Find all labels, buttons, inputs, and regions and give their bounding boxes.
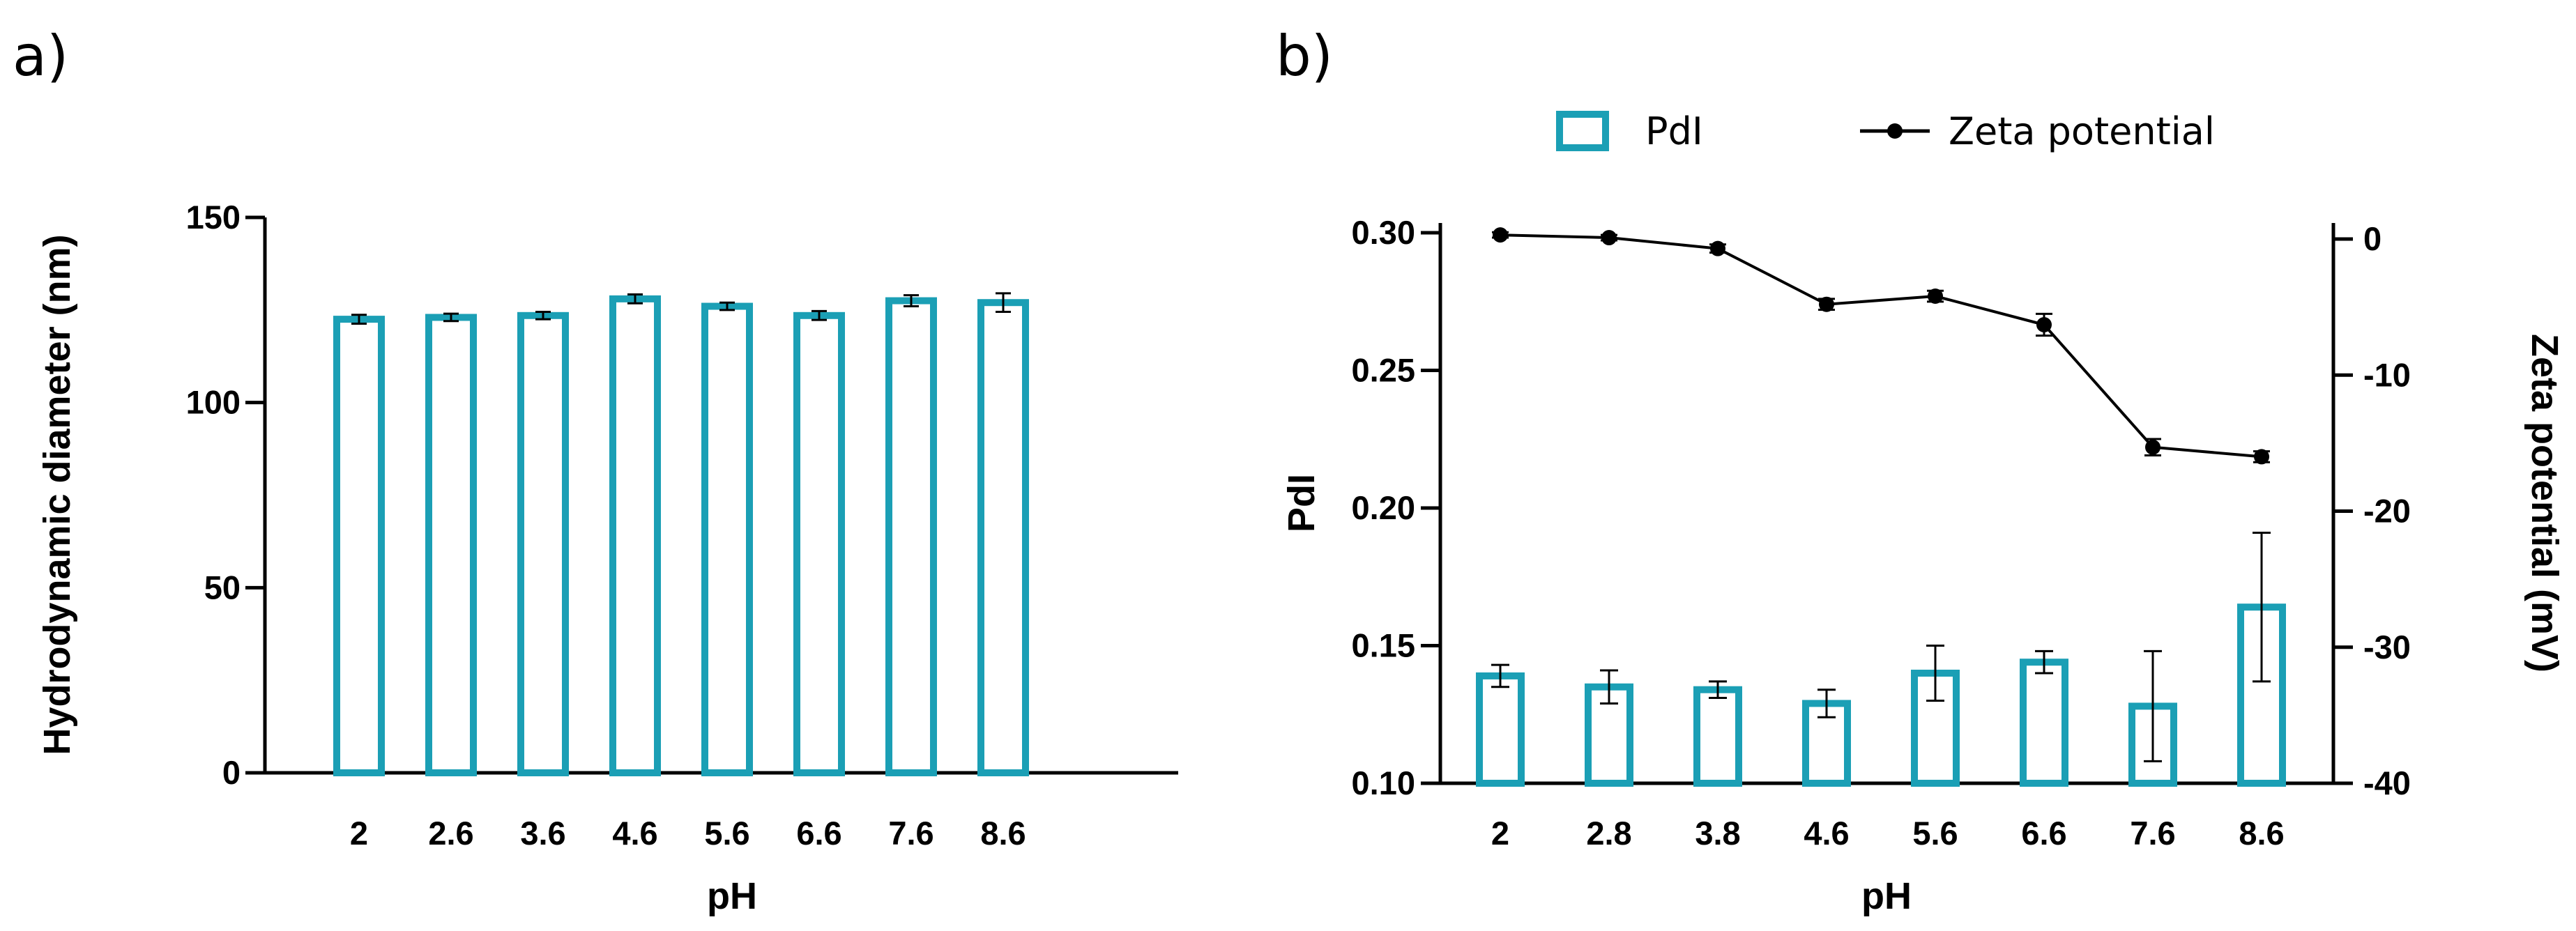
panel-a-x-tick-label: 3.6 bbox=[520, 815, 565, 852]
panel-a-x-tick-label: 7.6 bbox=[888, 815, 933, 852]
panel-b-zeta-series bbox=[1492, 227, 2270, 465]
panel-b-right-title: Zeta potential (mV) bbox=[2524, 334, 2566, 672]
panel-b: b) PdI Zeta potential pH PdI Zeta potent… bbox=[1276, 24, 2566, 917]
panel-b-zeta-point-7.6 bbox=[2145, 439, 2160, 455]
panel-a-bar-4.6 bbox=[609, 295, 661, 777]
panel-b-x-title: pH bbox=[1861, 875, 1912, 917]
panel-b-x-tick-label: 6.6 bbox=[2021, 815, 2066, 852]
panel-b-zeta-line bbox=[1500, 233, 2262, 459]
panel-b-zeta-point-3.8 bbox=[1710, 240, 1725, 256]
panel-a-x-tick-label: 4.6 bbox=[612, 815, 657, 852]
panel-b-ticks: 0.10 0.15 0.20 0.25 0.30 0 -10 -20 -30 -40 2 2.8 3.8… bbox=[1352, 214, 2411, 852]
panel-a-bar-3.6 bbox=[517, 311, 569, 776]
panel-b-zeta-point-2 bbox=[1493, 227, 1508, 243]
panel-a-bar-2.6 bbox=[425, 314, 477, 776]
panel-b-x-tick-label: 2.8 bbox=[1586, 815, 1631, 852]
panel-b-left-tick-label: 0.15 bbox=[1352, 627, 1415, 664]
panel-b-right-tick-label: -20 bbox=[2363, 493, 2411, 530]
panel-b-pdi-bar-3.8 bbox=[1693, 686, 1742, 787]
panel-b-x-tick-label: 4.6 bbox=[1804, 815, 1849, 852]
panel-b-right-tick-label: -10 bbox=[2363, 356, 2411, 393]
panel-b-left-tick-label: 0.25 bbox=[1352, 352, 1415, 389]
panel-a-y-tick-label: 50 bbox=[204, 569, 241, 606]
legend-pdi-label: PdI bbox=[1645, 109, 1703, 153]
panel-a-bar-6.6 bbox=[793, 311, 845, 776]
panel-a-x-tick-label: 5.6 bbox=[704, 815, 749, 852]
panel-a-x-title: pH bbox=[707, 875, 757, 917]
panel-a-x-tick-label: 2.6 bbox=[428, 815, 473, 852]
panel-b-zeta-point-8.6 bbox=[2254, 449, 2269, 465]
panel-a-label: a) bbox=[13, 24, 68, 89]
panel-b-x-tick-label: 5.6 bbox=[1912, 815, 1958, 852]
panel-b-zeta-point-5.6 bbox=[1928, 288, 1943, 305]
panel-b-bars bbox=[1476, 532, 2286, 787]
panel-a-y-tick-label: 150 bbox=[186, 199, 241, 236]
panel-a-bar-8.6 bbox=[977, 299, 1029, 776]
panel-b-zeta-point-6.6 bbox=[2036, 317, 2052, 333]
panel-b-zeta-point-4.6 bbox=[1819, 296, 1834, 312]
panel-a: a) pH Hydrodynamic diameter (nm) bbox=[13, 24, 1178, 917]
legend-zeta-label: Zeta potential bbox=[1949, 109, 2215, 153]
panel-a-bar-2 bbox=[333, 316, 385, 777]
panel-a-y-tick-label: 100 bbox=[186, 384, 241, 421]
panel-b-x-tick-label: 3.8 bbox=[1695, 815, 1740, 852]
panel-a-bar-5.6 bbox=[701, 302, 753, 776]
legend-pdi-swatch bbox=[1556, 111, 1609, 151]
panel-b-pdi-bar-6.6 bbox=[2020, 659, 2068, 787]
panel-b-left-title: PdI bbox=[1281, 474, 1323, 532]
panel-a-x-tick-label: 6.6 bbox=[796, 815, 841, 852]
panel-b-left-tick-label: 0.20 bbox=[1352, 489, 1415, 526]
panel-b-left-tick-label: 0.30 bbox=[1352, 214, 1415, 251]
panel-a-y-tick-label: 0 bbox=[222, 754, 241, 791]
panel-b-right-tick-label: 0 bbox=[2363, 220, 2381, 257]
panel-a-y-title: Hydrodynamic diameter (nm) bbox=[36, 234, 78, 755]
panel-b-pdi-bar-2 bbox=[1476, 672, 1525, 787]
panel-b-zeta-point-2.8 bbox=[1601, 230, 1617, 246]
panel-a-ticks: 0 50 100 150 2 2.6 3.6 4.6 5.6 6.6 7.6 8.6 bbox=[186, 199, 1026, 852]
panel-a-x-tick-label: 8.6 bbox=[980, 815, 1026, 852]
panel-b-x-tick-label: 7.6 bbox=[2130, 815, 2175, 852]
panel-a-bar-7.6 bbox=[885, 297, 937, 776]
panel-b-x-tick-label: 2 bbox=[1491, 815, 1509, 852]
panel-b-left-tick-label: 0.10 bbox=[1352, 764, 1415, 801]
legend-zeta-marker bbox=[1887, 123, 1903, 139]
panel-a-bars bbox=[333, 292, 1029, 777]
panel-b-right-tick-label: -30 bbox=[2363, 629, 2411, 665]
panel-a-x-tick-label: 2 bbox=[350, 815, 368, 852]
panel-b-label: b) bbox=[1276, 24, 1333, 89]
panel-b-x-tick-label: 8.6 bbox=[2239, 815, 2284, 852]
panel-b-right-tick-label: -40 bbox=[2363, 764, 2411, 801]
